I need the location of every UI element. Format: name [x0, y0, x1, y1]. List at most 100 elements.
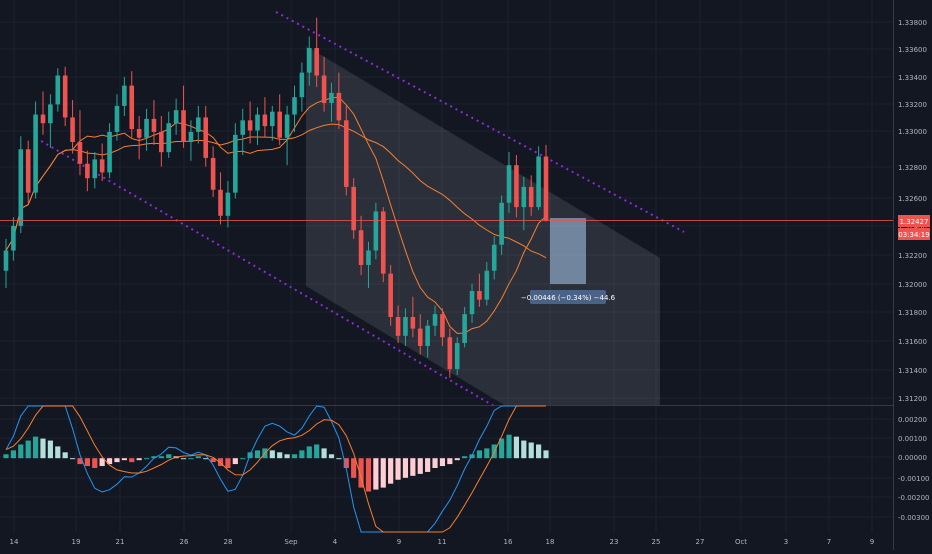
candle: [92, 152, 98, 189]
channel-fill: [306, 46, 660, 406]
candle: [506, 152, 512, 213]
candle-body: [373, 211, 379, 251]
candle: [99, 143, 105, 182]
candle: [218, 172, 223, 225]
candle: [210, 146, 216, 197]
candle-body: [499, 202, 504, 245]
macd-histogram-bar: [454, 458, 460, 461]
macd-histogram-bar: [328, 454, 335, 459]
candle-body: [299, 72, 305, 98]
candle: [477, 273, 482, 307]
macd-histogram-bar: [25, 440, 31, 459]
macd-histogram-bar: [513, 436, 519, 459]
candle: [292, 85, 297, 132]
macd-histogram-bar: [402, 458, 409, 478]
candle: [62, 66, 68, 127]
macd-histogram-bar: [143, 458, 150, 460]
candle-body: [247, 120, 253, 131]
macd-axis[interactable]: 0.00200 0.00100 0.00000 -0.00100 -0.00200 -0.…: [898, 416, 929, 522]
macd-histogram-bar: [210, 458, 216, 463]
macd-line: [5, 405, 546, 533]
macd-histogram-bar: [166, 454, 172, 459]
candle: [469, 283, 475, 323]
macd-histogram-bar: [55, 446, 61, 459]
macd-histogram-bar: [499, 438, 505, 459]
candle-body: [107, 131, 112, 173]
macd-histogram-bar: [77, 458, 83, 465]
candle: [166, 111, 172, 158]
candle-body: [181, 110, 186, 143]
candle-body: [218, 189, 223, 216]
candle-body: [3, 250, 9, 271]
moving-averages: [5, 96, 547, 334]
macd-histogram-bar: [351, 458, 357, 478]
macd-tick-label: 0.00200: [898, 416, 927, 424]
candle: [25, 140, 31, 203]
macd-histogram-bar: [99, 458, 105, 467]
time-tick-label: 9: [397, 538, 401, 546]
macd-histogram-bar: [447, 458, 453, 465]
macd-histogram-bar: [336, 458, 342, 460]
price-tick-label: 1.31200: [898, 395, 927, 403]
candle-body: [62, 75, 68, 118]
candle-body: [432, 314, 438, 326]
candle: [203, 105, 209, 167]
candle: [40, 91, 46, 135]
candle: [144, 108, 149, 151]
macd-histogram-bar: [10, 450, 16, 459]
candle-body: [70, 117, 75, 143]
candle: [77, 110, 83, 176]
candle: [462, 306, 467, 348]
macd-histogram-bar: [358, 458, 364, 488]
time-tick-label: Sep: [284, 538, 298, 546]
macd-histogram-bar: [284, 454, 290, 459]
candle-body: [477, 290, 482, 300]
macd-histogram-bar: [439, 458, 446, 467]
candle-body: [40, 114, 46, 124]
candle-body: [484, 270, 490, 300]
candle-body: [233, 134, 238, 193]
macd-histogram-bar: [47, 440, 53, 459]
candle: [417, 314, 423, 355]
candle: [410, 296, 416, 338]
candle: [454, 337, 460, 375]
time-tick-label: 28: [224, 538, 233, 546]
time-tick-label: 14: [10, 538, 19, 546]
countdown-label-bg: [898, 228, 930, 240]
time-tick-label: 9: [870, 538, 874, 546]
candle-body: [447, 337, 453, 370]
macd-tick-label: -0.00100: [898, 475, 929, 483]
time-axis[interactable]: 14 19 21 26 28 Sep 4 9 11 16 18 23 25 27 Oct 3 7 9: [10, 538, 875, 546]
macd-histogram-bar: [151, 456, 157, 459]
signal-line: [5, 405, 546, 533]
macd-tick-label: -0.00300: [898, 514, 929, 522]
candle-body: [284, 114, 290, 138]
candle: [48, 94, 53, 148]
candle-body: [159, 131, 164, 153]
macd-histogram-bar: [521, 440, 527, 459]
price-axis[interactable]: 1.33800 1.33600 1.33400 1.33200 1.33000 1.328…: [898, 19, 927, 403]
macd-histogram-bar: [33, 436, 39, 459]
candle: [514, 155, 519, 218]
candle: [329, 82, 334, 122]
candle-body: [536, 156, 541, 208]
macd-histogram-bar: [528, 442, 534, 459]
countdown-label: 03:34:19: [898, 231, 929, 239]
macd-histogram-bar: [321, 448, 327, 459]
time-tick-label: 26: [180, 538, 189, 546]
candle: [336, 72, 342, 130]
macd-pane: [3, 405, 549, 533]
candle-body: [188, 131, 194, 143]
candle: [270, 105, 275, 141]
candle-body: [48, 104, 53, 124]
macd-histogram-bar: [277, 452, 283, 459]
macd-histogram-bar: [476, 450, 483, 459]
candle: [159, 116, 164, 167]
candle: [136, 116, 142, 160]
candle: [262, 97, 268, 138]
measure-box: [550, 218, 586, 284]
candle-body: [425, 325, 430, 346]
candle-body: [528, 186, 534, 208]
